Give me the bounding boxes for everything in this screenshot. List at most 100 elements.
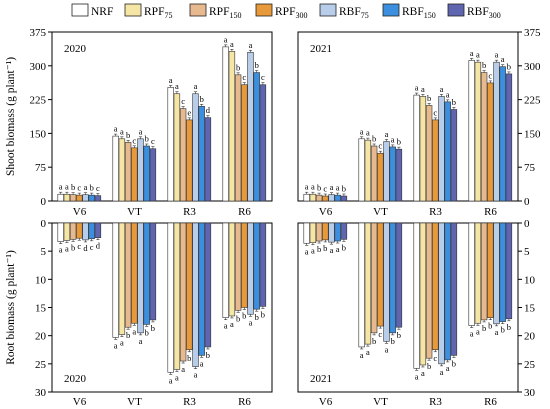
bar-rpf75 xyxy=(474,222,482,324)
y-tick-label: 225 xyxy=(30,95,47,107)
significance-letter: b xyxy=(452,97,456,107)
significance-letter: b xyxy=(71,242,75,252)
bar-rpf150 xyxy=(370,222,378,334)
significance-letter: a xyxy=(169,75,173,85)
significance-letter: c xyxy=(242,72,246,82)
legend-label: NRF xyxy=(91,6,113,18)
x-tick-label: V6 xyxy=(319,396,333,408)
significance-letter: b xyxy=(482,60,486,70)
significance-letter: a xyxy=(470,48,474,58)
bar-rpf300 xyxy=(76,222,83,239)
significance-letter: b xyxy=(507,322,511,332)
bar-rbf75 xyxy=(137,222,144,334)
significance-letter: a xyxy=(114,124,118,134)
significance-letter: a xyxy=(175,372,179,382)
x-tick-label: VT xyxy=(373,206,388,218)
significance-letter: a xyxy=(311,182,315,192)
bar-rpf75 xyxy=(309,222,317,244)
significance-letter: c xyxy=(433,107,437,117)
y-tick-label: 375 xyxy=(524,27,541,39)
bar-rbf150 xyxy=(499,222,506,322)
significance-letter: b xyxy=(427,93,431,103)
significance-letter: c xyxy=(261,72,265,82)
significance-letter: b xyxy=(151,323,155,333)
y-tick-label: 0 xyxy=(41,218,47,230)
y-tick-label: 25 xyxy=(35,359,47,371)
year-label: 2020 xyxy=(64,373,87,385)
y-tick-label: 0 xyxy=(524,218,530,230)
significance-letter: a xyxy=(139,336,143,346)
bar-nrf xyxy=(57,193,64,202)
year-label: 2021 xyxy=(310,43,332,55)
significance-letter: a xyxy=(224,321,228,331)
legend: NRF RPF75 RPF150 RPF300 RBF75 RBF150 RBF300 xyxy=(71,3,501,20)
significance-letter: c xyxy=(132,135,136,145)
plot-frame xyxy=(297,31,519,202)
bar-rbf300 xyxy=(149,222,157,321)
y-tick-label: 15 xyxy=(524,303,536,315)
significance-letter: b xyxy=(342,242,346,252)
bar-rpf300 xyxy=(487,222,494,318)
bar-nrf xyxy=(167,87,174,202)
significance-letter: b xyxy=(255,60,259,70)
category-vt: a ab aab bVT xyxy=(112,222,157,408)
significance-letter: a xyxy=(175,81,179,91)
y-tick-label: 10 xyxy=(524,274,536,286)
bar-nrf xyxy=(112,222,119,338)
bar-rpf150 xyxy=(315,222,323,242)
significance-letter: a xyxy=(366,128,370,138)
bar-rbf150 xyxy=(499,66,506,202)
significance-letter: c xyxy=(90,242,94,252)
bar-rpf75 xyxy=(419,96,427,202)
bar-rbf150 xyxy=(334,194,341,202)
bar-rpf300 xyxy=(131,222,138,324)
bar-rpf75 xyxy=(63,193,71,202)
significance-letter: a xyxy=(139,126,143,136)
significance-letter: a xyxy=(421,368,425,378)
significance-letter: a xyxy=(120,126,124,136)
y-tick-label: 20 xyxy=(524,331,536,343)
significance-letter: b xyxy=(317,244,321,254)
significance-letter: a xyxy=(305,246,309,256)
x-tick-label: VT xyxy=(127,206,142,218)
significance-letter: a xyxy=(470,329,474,339)
bar-nrf xyxy=(222,222,229,318)
bar-rpf150 xyxy=(425,105,433,202)
bar-rpf300 xyxy=(241,84,248,202)
bar-nrf xyxy=(222,46,229,202)
bar-rbf300 xyxy=(395,222,403,328)
bar-rbf300 xyxy=(149,148,157,202)
y-tick-label: 300 xyxy=(30,61,47,73)
legend-item-nrf: NRF xyxy=(71,3,113,18)
bar-rbf75 xyxy=(247,222,254,315)
bar-rbf300 xyxy=(505,222,513,320)
legend-label: RPF300 xyxy=(275,6,307,20)
significance-letter: a xyxy=(194,81,198,91)
bar-rpf75 xyxy=(474,61,482,202)
bar-rbf150 xyxy=(143,222,150,325)
legend-item-rpf300: RPF300 xyxy=(255,3,307,20)
significance-letter: b xyxy=(397,137,401,147)
bar-rpf150 xyxy=(480,72,488,202)
bar-rbf75 xyxy=(438,222,445,365)
bar-rbf150 xyxy=(88,194,95,202)
significance-letter: a xyxy=(120,338,124,348)
significance-letter: c xyxy=(488,70,492,80)
significance-letter: a xyxy=(132,326,136,336)
y-tick-label: 75 xyxy=(35,162,47,174)
bar-rpf150 xyxy=(179,222,187,362)
significance-letter: b xyxy=(482,323,486,333)
significance-letter: c xyxy=(96,183,100,193)
legend-item-rbf75: RBF75 xyxy=(319,3,369,20)
significance-letter: b xyxy=(507,61,511,71)
legend-label: RBF300 xyxy=(467,6,501,20)
significance-letter: c xyxy=(151,136,155,146)
significance-letter: b xyxy=(323,243,327,253)
year-label: 2021 xyxy=(310,373,332,385)
significance-letter: a xyxy=(391,134,395,144)
y-tick-label: 25 xyxy=(524,359,536,371)
bar-rpf300 xyxy=(322,195,329,202)
legend-swatch xyxy=(71,3,89,17)
